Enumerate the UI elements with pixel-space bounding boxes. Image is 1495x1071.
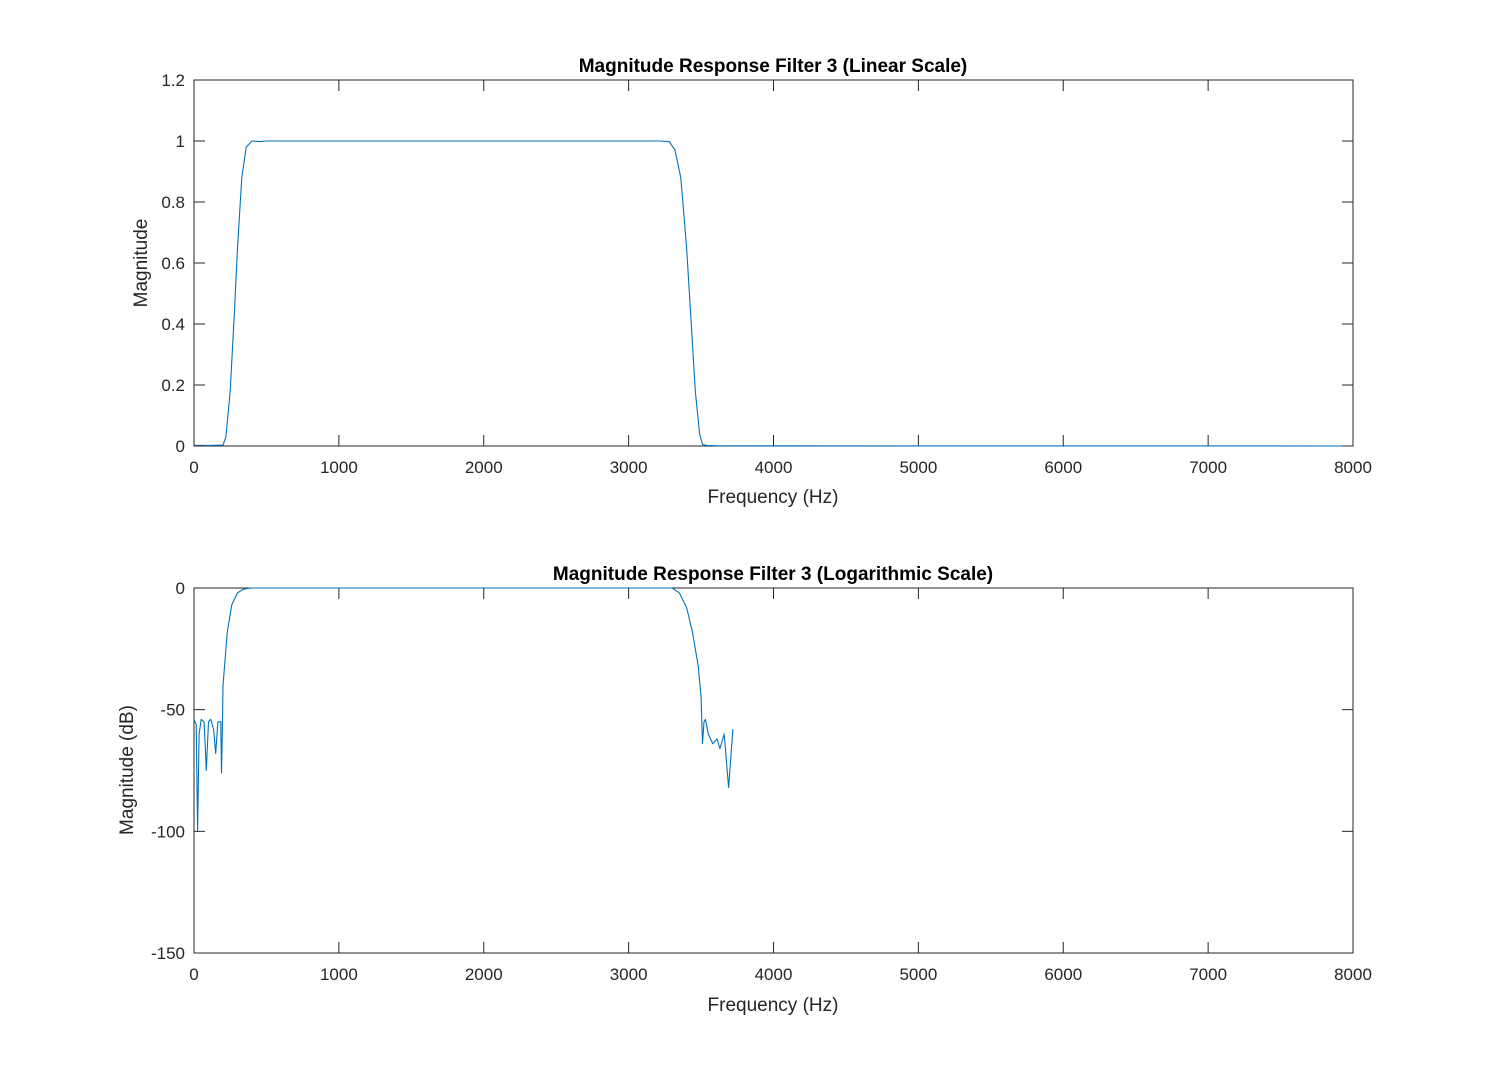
log-plot-x-tick-label: 4000 bbox=[755, 965, 793, 984]
log-plot-x-tick-label: 6000 bbox=[1044, 965, 1082, 984]
log-plot-tick-layer: 0 1000 2000 3000 4000 5000 6000 7000 8000 -150 -10… bbox=[151, 579, 1372, 984]
linear-plot-y-tick-label: 1.2 bbox=[161, 71, 185, 90]
log-plot-y-tick-label: -150 bbox=[151, 944, 185, 963]
linear-plot-x-tick-label: 6000 bbox=[1044, 458, 1082, 477]
linear-plot-x-tick-label: 0 bbox=[189, 458, 198, 477]
linear-plot-x-tick-label: 2000 bbox=[465, 458, 503, 477]
log-plot-y-tick-label: 0 bbox=[176, 579, 185, 598]
log-plot-x-tick-label: 7000 bbox=[1189, 965, 1227, 984]
linear-scale-plot: 0 1000 2000 3000 4000 5000 6000 7000 8000 0 0.2 0.4… bbox=[131, 56, 1372, 508]
linear-plot-y-tick-label: 1 bbox=[176, 132, 185, 151]
log-plot-y-tick-label: -100 bbox=[151, 822, 185, 841]
linear-plot-y-tick-label: 0.4 bbox=[161, 315, 185, 334]
linear-plot-y-axis-label: Magnitude bbox=[131, 219, 152, 308]
log-plot-x-tick-label: 2000 bbox=[465, 965, 503, 984]
log-plot-x-tick-label: 1000 bbox=[320, 965, 358, 984]
log-plot-y-tick-label: -50 bbox=[160, 701, 185, 720]
linear-plot-x-tick-label: 3000 bbox=[610, 458, 648, 477]
linear-plot-tick-layer: 0 1000 2000 3000 4000 5000 6000 7000 8000 0 0.2 0.4… bbox=[161, 71, 1372, 477]
log-plot-x-tick-label: 8000 bbox=[1334, 965, 1372, 984]
log-plot-axes-box bbox=[193, 587, 1354, 954]
linear-plot-x-tick-label: 7000 bbox=[1189, 458, 1227, 477]
linear-plot-axes-box bbox=[193, 79, 1354, 447]
linear-plot-series-line bbox=[194, 140, 1354, 447]
linear-plot-x-tick-label: 8000 bbox=[1334, 458, 1372, 477]
linear-plot-x-tick-label: 5000 bbox=[899, 458, 937, 477]
log-plot-series-line bbox=[193, 587, 734, 832]
log-plot-y-axis-label: Magnitude (dB) bbox=[117, 705, 138, 835]
log-plot-x-tick-label: 5000 bbox=[899, 965, 937, 984]
linear-plot-line-layer bbox=[194, 140, 1354, 447]
log-plot-x-axis-label: Frequency (Hz) bbox=[708, 995, 839, 1016]
logarithmic-scale-plot: 0 1000 2000 3000 4000 5000 6000 7000 8000 -150 -10… bbox=[117, 564, 1372, 1016]
log-plot-line-layer bbox=[193, 587, 734, 832]
linear-plot-x-tick-label: 4000 bbox=[755, 458, 793, 477]
linear-plot-x-axis-label: Frequency (Hz) bbox=[708, 487, 839, 508]
linear-plot-title: Magnitude Response Filter 3 (Linear Scal… bbox=[579, 56, 968, 77]
linear-plot-y-tick-label: 0 bbox=[176, 437, 185, 456]
log-plot-x-tick-label: 0 bbox=[189, 965, 198, 984]
linear-plot-y-tick-label: 0.8 bbox=[161, 193, 185, 212]
linear-plot-x-tick-label: 1000 bbox=[320, 458, 358, 477]
log-plot-title: Magnitude Response Filter 3 (Logarithmic… bbox=[553, 564, 993, 585]
linear-plot-y-tick-label: 0.2 bbox=[161, 376, 185, 395]
log-plot-x-tick-label: 3000 bbox=[610, 965, 648, 984]
linear-plot-y-tick-label: 0.6 bbox=[161, 254, 185, 273]
